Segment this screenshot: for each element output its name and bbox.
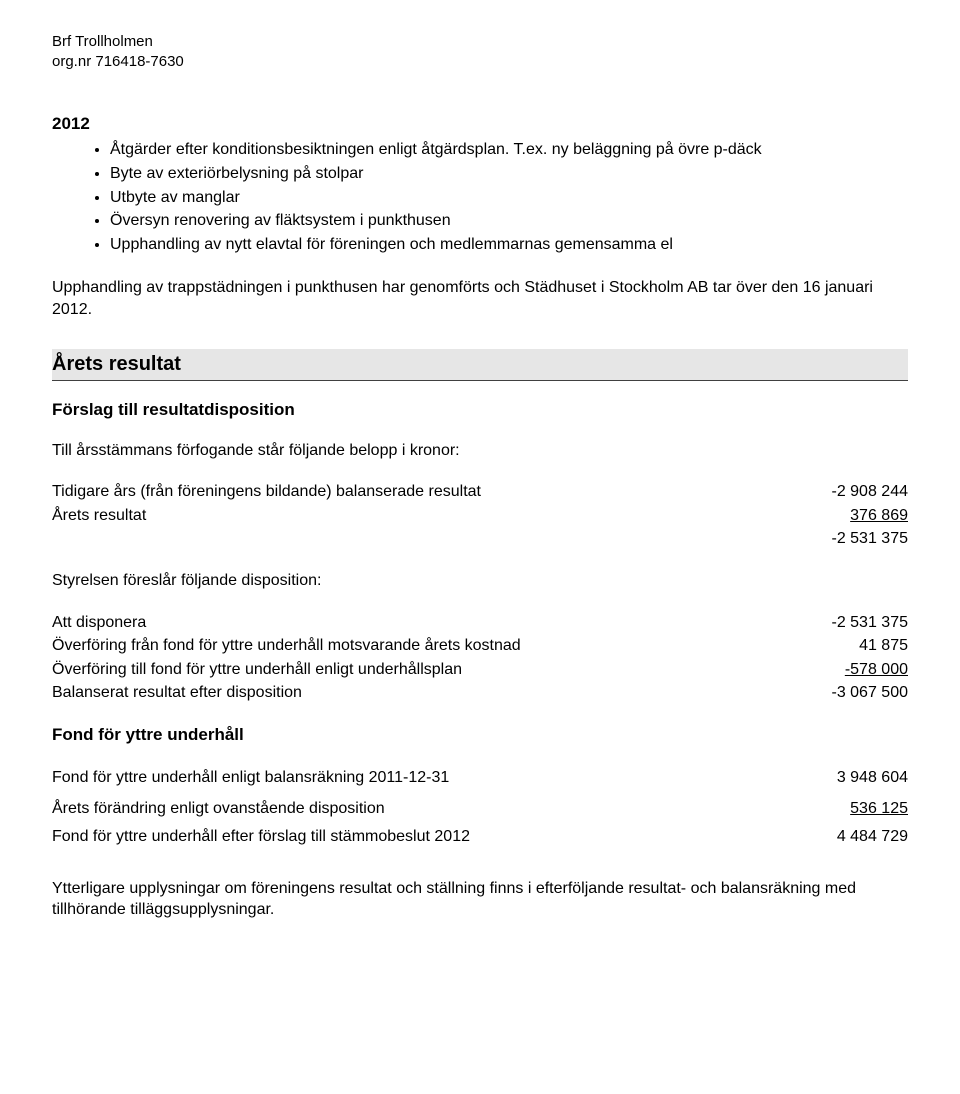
label: Fond för yttre underhåll enligt balansrä… (52, 767, 758, 789)
value: 4 484 729 (758, 826, 908, 848)
row-fond-after: Fond för yttre underhåll efter förslag t… (52, 826, 908, 848)
value: 536 125 (758, 798, 908, 820)
footer-paragraph: Ytterligare upplysningar om föreningens … (52, 878, 908, 921)
block-available: Tidigare års (från föreningens bildande)… (52, 481, 908, 550)
year-heading: 2012 (52, 113, 908, 136)
org-number: org.nr 716418-7630 (52, 52, 908, 72)
value: -3 067 500 (758, 682, 908, 704)
subhead-disposition: Förslag till resultatdisposition (52, 399, 908, 422)
row-year-result: Årets resultat 376 869 (52, 505, 908, 527)
value: -2 908 244 (758, 481, 908, 503)
value: -2 531 375 (758, 612, 908, 634)
list-item: Åtgärder efter konditionsbesiktningen en… (110, 139, 908, 161)
list-item: Byte av exteriörbelysning på stolpar (110, 163, 908, 185)
value: -578 000 (758, 659, 908, 681)
intro-line: Till årsstämmans förfogande står följand… (52, 440, 908, 462)
label: Årets resultat (52, 505, 758, 527)
org-name: Brf Trollholmen (52, 32, 908, 52)
paragraph-upphandling: Upphandling av trappstädningen i punkthu… (52, 277, 908, 320)
row-sum: -2 531 375 (52, 528, 908, 550)
label: Överföring till fond för yttre underhåll… (52, 659, 758, 681)
label: Överföring från fond för yttre underhåll… (52, 635, 758, 657)
block-fond: Fond för yttre underhåll enligt balansrä… (52, 767, 908, 848)
value: 41 875 (758, 635, 908, 657)
label: Fond för yttre underhåll efter förslag t… (52, 826, 758, 848)
row-fond-change: Årets förändring enligt ovanstående disp… (52, 798, 908, 820)
row-transfer-from-fund: Överföring från fond för yttre underhåll… (52, 635, 908, 657)
row-fond-balance: Fond för yttre underhåll enligt balansrä… (52, 767, 908, 789)
block-disposition: Att disponera -2 531 375 Överföring från… (52, 612, 908, 704)
label: Att disponera (52, 612, 758, 634)
list-item: Upphandling av nytt elavtal för förening… (110, 234, 908, 256)
row-prior-result: Tidigare års (från föreningens bildande)… (52, 481, 908, 503)
disposition-intro: Styrelsen föreslår följande disposition: (52, 570, 908, 592)
label (52, 528, 758, 550)
fond-heading: Fond för yttre underhåll (52, 724, 908, 747)
row-transfer-to-fund: Överföring till fond för yttre underhåll… (52, 659, 908, 681)
label: Balanserat resultat efter disposition (52, 682, 758, 704)
value: 376 869 (758, 505, 908, 527)
value: 3 948 604 (758, 767, 908, 789)
list-item: Översyn renovering av fläktsystem i punk… (110, 210, 908, 232)
label: Tidigare års (från föreningens bildande)… (52, 481, 758, 503)
value: -2 531 375 (758, 528, 908, 550)
section-title: Årets resultat (52, 349, 908, 381)
action-list: Åtgärder efter konditionsbesiktningen en… (52, 139, 908, 255)
row-att-disponera: Att disponera -2 531 375 (52, 612, 908, 634)
row-balanced-result: Balanserat resultat efter disposition -3… (52, 682, 908, 704)
list-item: Utbyte av manglar (110, 187, 908, 209)
label: Årets förändring enligt ovanstående disp… (52, 798, 758, 820)
